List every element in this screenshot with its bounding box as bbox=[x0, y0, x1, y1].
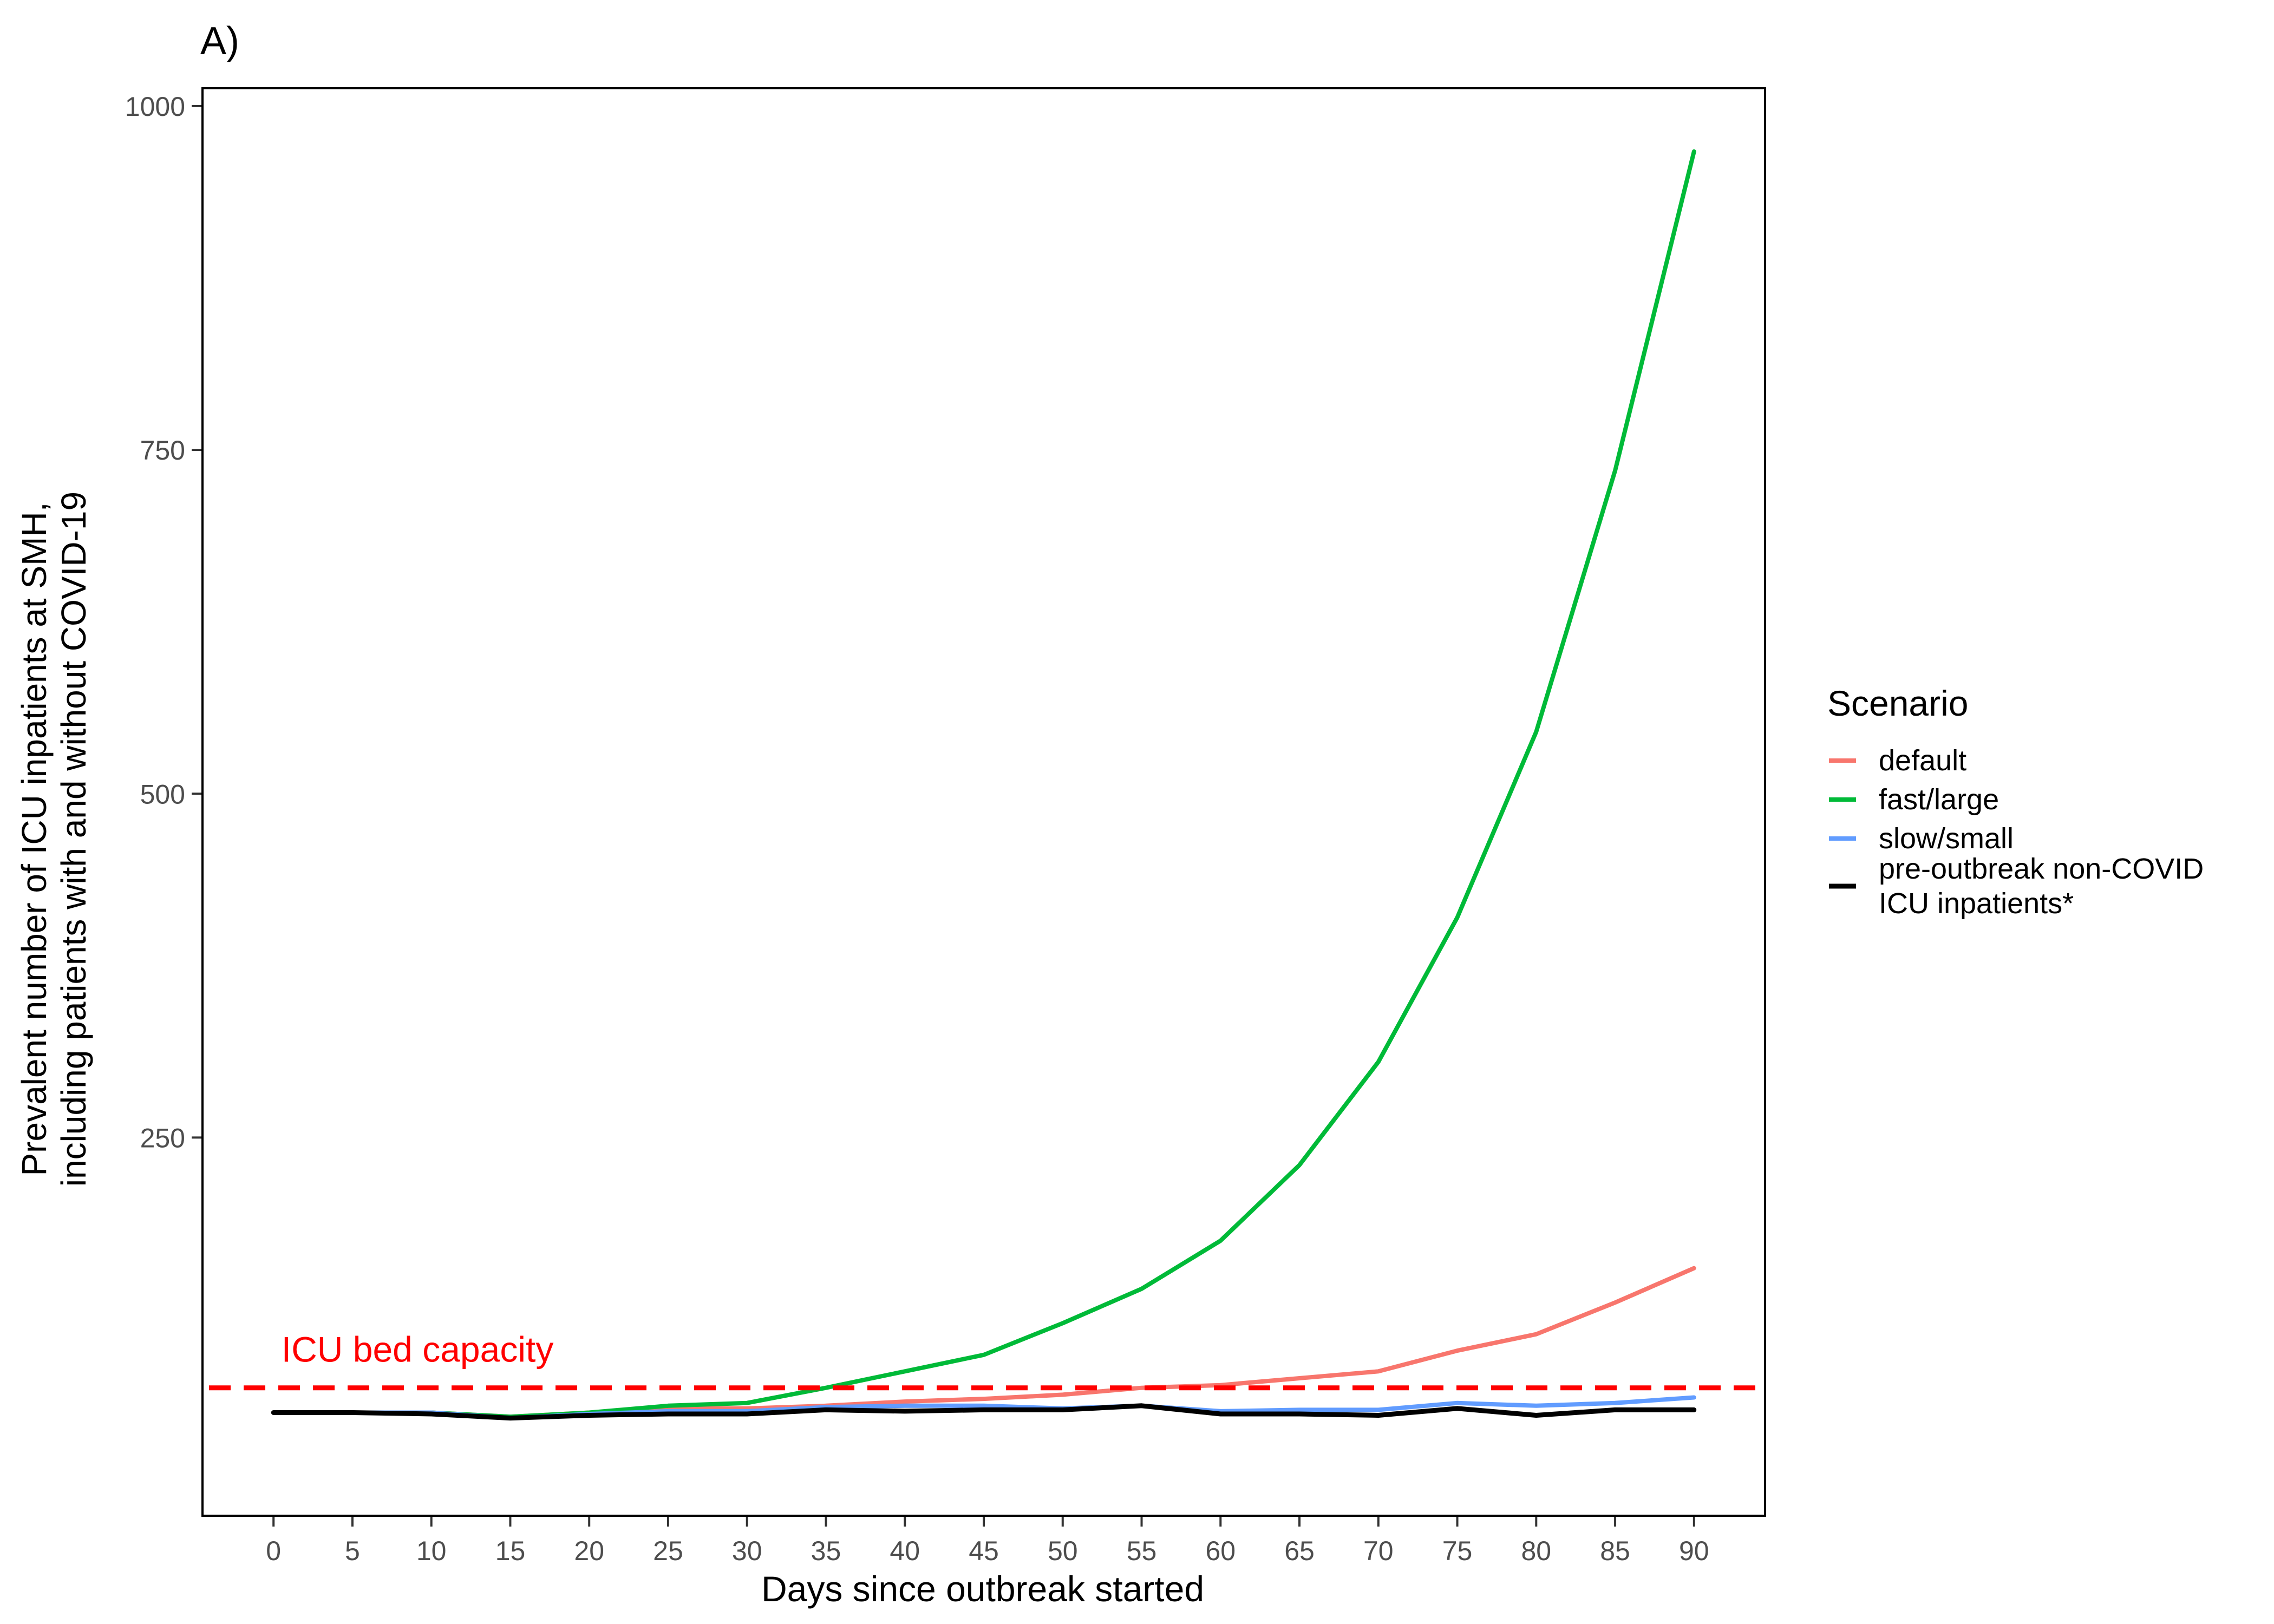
y-tick-label: 500 bbox=[140, 779, 185, 809]
y-tick-label: 750 bbox=[140, 435, 185, 466]
x-tick-label: 50 bbox=[1048, 1536, 1078, 1566]
y-tick-label: 1000 bbox=[125, 91, 185, 122]
x-tick-label: 40 bbox=[890, 1536, 920, 1566]
legend-label-slow: slow/small bbox=[1879, 822, 2014, 855]
x-tick-label: 5 bbox=[345, 1536, 360, 1566]
x-tick-label: 10 bbox=[416, 1536, 447, 1566]
series-layer bbox=[271, 149, 1697, 1421]
x-tick-label: 60 bbox=[1205, 1536, 1236, 1566]
y-axis-title: Prevalent number of ICU inpatients at SM… bbox=[15, 492, 93, 1187]
legend-item-slow: slow/small bbox=[1829, 822, 2014, 855]
legend-label-base: ICU inpatients* bbox=[1879, 887, 2074, 920]
legend-item-default: default bbox=[1829, 744, 1966, 777]
icu-capacity-label: ICU bed capacity bbox=[282, 1330, 554, 1370]
x-tick-label: 65 bbox=[1284, 1536, 1315, 1566]
plot-frame bbox=[201, 87, 1766, 1517]
legend-items: default fast/large slow/smallpre-outbreak … bbox=[1829, 744, 2204, 920]
x-tick-label: 45 bbox=[969, 1536, 999, 1566]
legend-label-fast: fast/large bbox=[1879, 783, 1999, 816]
legend-item-base: pre-outbreak non-COVID ICU inpatients* bbox=[1829, 853, 2204, 920]
x-tick-label: 55 bbox=[1127, 1536, 1157, 1566]
y-axis-title-line-2: including patients with and without COVI… bbox=[54, 492, 93, 1187]
y-tick-label: 250 bbox=[140, 1123, 185, 1153]
legend-title: Scenario bbox=[1827, 683, 1969, 723]
legend-label-base: pre-outbreak non-COVID bbox=[1879, 853, 2204, 885]
x-axis-ticks: 0 5 10 15 20 25 30 35 40 45 50 55 60 65 70 75 80 85 90 bbox=[266, 1516, 1709, 1566]
x-tick-label: 70 bbox=[1363, 1536, 1394, 1566]
x-tick-label: 30 bbox=[732, 1536, 762, 1566]
x-axis-title: Days since outbreak started bbox=[761, 1569, 1204, 1609]
legend: Scenario default fast/large slow/smallpre-… bbox=[1827, 683, 2204, 920]
x-tick-label: 35 bbox=[811, 1536, 841, 1566]
x-tick-label: 20 bbox=[574, 1536, 604, 1566]
legend-item-fast: fast/large bbox=[1829, 783, 1999, 816]
panel-label: A) bbox=[200, 19, 239, 63]
x-tick-label: 80 bbox=[1521, 1536, 1551, 1566]
series-line-base bbox=[271, 1403, 1697, 1421]
x-tick-label: 15 bbox=[495, 1536, 526, 1566]
y-axis-ticks: 250 500 750 1000 bbox=[125, 91, 202, 1153]
x-tick-label: 0 bbox=[266, 1536, 281, 1566]
legend-label-default: default bbox=[1879, 744, 1966, 777]
y-axis-title-line-1: Prevalent number of ICU inpatients at SM… bbox=[15, 502, 54, 1176]
x-tick-label: 85 bbox=[1600, 1536, 1630, 1566]
x-tick-label: 25 bbox=[653, 1536, 683, 1566]
x-tick-label: 75 bbox=[1442, 1536, 1473, 1566]
x-tick-label: 90 bbox=[1679, 1536, 1709, 1566]
reference-line-layer: ICU bed capacity bbox=[209, 1330, 1759, 1391]
